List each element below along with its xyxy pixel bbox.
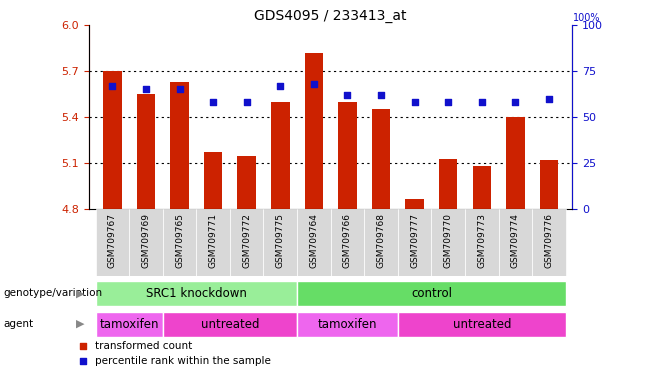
Text: GSM709766: GSM709766 <box>343 213 352 268</box>
FancyBboxPatch shape <box>532 209 566 276</box>
Text: GSM709768: GSM709768 <box>376 213 386 268</box>
Text: untreated: untreated <box>201 318 259 331</box>
Text: GSM709776: GSM709776 <box>544 213 553 268</box>
FancyBboxPatch shape <box>95 281 297 306</box>
FancyBboxPatch shape <box>398 312 566 336</box>
Point <box>107 83 118 89</box>
FancyBboxPatch shape <box>432 209 465 276</box>
FancyBboxPatch shape <box>365 209 398 276</box>
Title: GDS4095 / 233413_at: GDS4095 / 233413_at <box>255 8 407 23</box>
Point <box>208 99 218 106</box>
FancyBboxPatch shape <box>230 209 263 276</box>
Text: GSM709765: GSM709765 <box>175 213 184 268</box>
Bar <box>372 109 390 209</box>
FancyBboxPatch shape <box>297 209 330 276</box>
FancyBboxPatch shape <box>297 312 398 336</box>
Bar <box>506 117 524 209</box>
Text: transformed count: transformed count <box>95 341 192 351</box>
Point <box>309 81 319 87</box>
Point <box>275 83 286 89</box>
Point <box>544 96 554 102</box>
Point <box>141 86 151 93</box>
Bar <box>338 102 357 209</box>
Bar <box>238 156 256 209</box>
Point <box>376 92 386 98</box>
Text: GSM709770: GSM709770 <box>443 213 453 268</box>
Point <box>409 99 420 106</box>
Bar <box>137 94 155 209</box>
Point <box>476 99 487 106</box>
Text: GSM709771: GSM709771 <box>209 213 218 268</box>
FancyBboxPatch shape <box>163 209 196 276</box>
Text: genotype/variation: genotype/variation <box>3 288 103 298</box>
Bar <box>170 82 189 209</box>
Text: GSM709767: GSM709767 <box>108 213 117 268</box>
FancyBboxPatch shape <box>297 281 566 306</box>
Bar <box>271 102 290 209</box>
Point <box>443 99 453 106</box>
Text: percentile rank within the sample: percentile rank within the sample <box>95 356 271 366</box>
Text: 100%: 100% <box>572 13 600 23</box>
Text: ▶: ▶ <box>76 319 84 329</box>
FancyBboxPatch shape <box>330 209 365 276</box>
Text: GSM709777: GSM709777 <box>410 213 419 268</box>
Text: control: control <box>411 287 452 300</box>
Bar <box>472 166 491 209</box>
Bar <box>204 152 222 209</box>
Bar <box>439 159 457 209</box>
FancyBboxPatch shape <box>95 209 129 276</box>
Text: GSM709773: GSM709773 <box>477 213 486 268</box>
Text: ▶: ▶ <box>76 288 84 298</box>
FancyBboxPatch shape <box>398 209 432 276</box>
FancyBboxPatch shape <box>196 209 230 276</box>
FancyBboxPatch shape <box>95 312 163 336</box>
Point <box>342 92 353 98</box>
Point <box>378 300 389 306</box>
Bar <box>103 71 122 209</box>
Bar <box>540 160 558 209</box>
Text: tamoxifen: tamoxifen <box>99 318 159 331</box>
Point <box>378 161 389 167</box>
Text: GSM709764: GSM709764 <box>309 213 318 268</box>
Text: SRC1 knockdown: SRC1 knockdown <box>146 287 247 300</box>
Text: GSM709769: GSM709769 <box>141 213 151 268</box>
FancyBboxPatch shape <box>499 209 532 276</box>
FancyBboxPatch shape <box>263 209 297 276</box>
FancyBboxPatch shape <box>465 209 499 276</box>
Text: GSM709772: GSM709772 <box>242 213 251 268</box>
Point <box>510 99 520 106</box>
Point <box>241 99 252 106</box>
Bar <box>305 53 323 209</box>
FancyBboxPatch shape <box>163 312 297 336</box>
Bar <box>405 199 424 209</box>
Text: agent: agent <box>3 319 34 329</box>
Point <box>174 86 185 93</box>
Text: tamoxifen: tamoxifen <box>318 318 377 331</box>
Text: untreated: untreated <box>453 318 511 331</box>
Text: GSM709774: GSM709774 <box>511 213 520 268</box>
Text: GSM709775: GSM709775 <box>276 213 285 268</box>
FancyBboxPatch shape <box>129 209 163 276</box>
